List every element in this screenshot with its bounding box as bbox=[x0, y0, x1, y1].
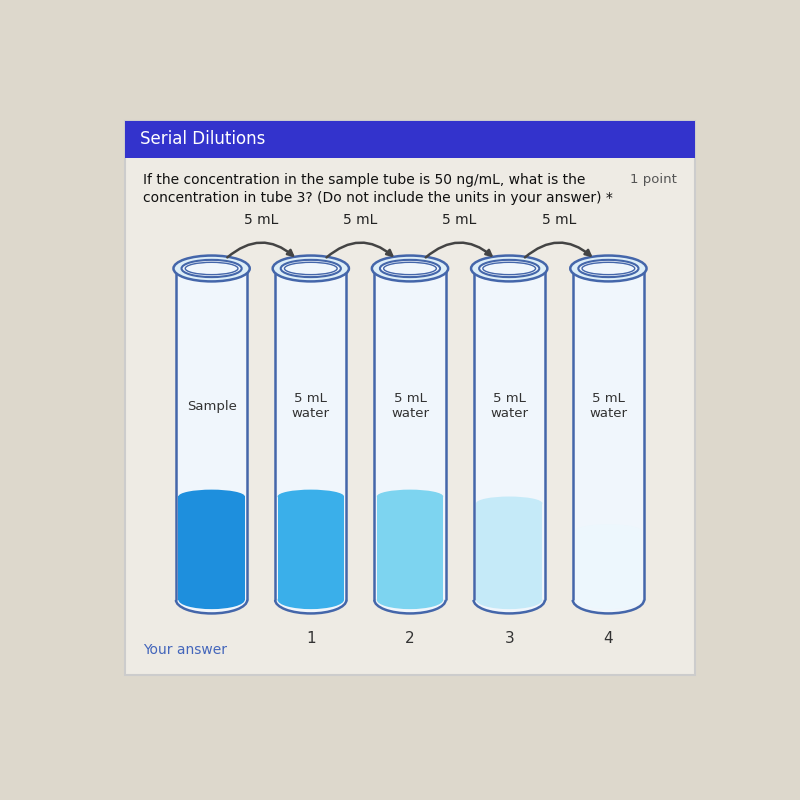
Text: 5 mL: 5 mL bbox=[343, 214, 378, 227]
Text: 5 mL
water: 5 mL water bbox=[292, 393, 330, 421]
Text: 5 mL: 5 mL bbox=[542, 214, 576, 227]
Text: 1: 1 bbox=[306, 630, 316, 646]
Ellipse shape bbox=[575, 590, 642, 609]
Text: 5 mL: 5 mL bbox=[244, 214, 278, 227]
Ellipse shape bbox=[575, 524, 642, 538]
Bar bbox=[278, 496, 344, 600]
Bar bbox=[573, 269, 644, 601]
Ellipse shape bbox=[176, 586, 247, 614]
Bar bbox=[178, 496, 245, 600]
Ellipse shape bbox=[374, 586, 446, 614]
Ellipse shape bbox=[275, 586, 346, 614]
Ellipse shape bbox=[471, 255, 547, 282]
Bar bbox=[377, 496, 443, 600]
Ellipse shape bbox=[476, 497, 542, 510]
FancyArrowPatch shape bbox=[227, 242, 293, 258]
Text: Sample: Sample bbox=[186, 400, 237, 413]
Text: 5 mL: 5 mL bbox=[442, 214, 477, 227]
Ellipse shape bbox=[476, 590, 542, 609]
Ellipse shape bbox=[380, 260, 440, 277]
Ellipse shape bbox=[178, 490, 245, 503]
FancyArrowPatch shape bbox=[326, 242, 392, 258]
Text: Your answer: Your answer bbox=[143, 643, 227, 658]
Ellipse shape bbox=[377, 490, 443, 503]
Ellipse shape bbox=[174, 255, 250, 282]
Ellipse shape bbox=[384, 262, 436, 274]
Text: 5 mL
water: 5 mL water bbox=[391, 393, 429, 421]
Ellipse shape bbox=[483, 262, 535, 274]
Ellipse shape bbox=[186, 262, 238, 274]
Bar bbox=[125, 121, 695, 158]
Text: 5 mL
water: 5 mL water bbox=[590, 393, 627, 421]
Text: 4: 4 bbox=[603, 630, 614, 646]
Ellipse shape bbox=[474, 586, 545, 614]
Text: If the concentration in the sample tube is 50 ng/mL, what is the: If the concentration in the sample tube … bbox=[143, 173, 586, 187]
Ellipse shape bbox=[278, 590, 344, 609]
Ellipse shape bbox=[377, 590, 443, 609]
Ellipse shape bbox=[372, 255, 448, 282]
Ellipse shape bbox=[281, 260, 341, 277]
Bar bbox=[575, 531, 642, 600]
Ellipse shape bbox=[273, 255, 349, 282]
Text: concentration in tube 3? (Do not include the units in your answer) *: concentration in tube 3? (Do not include… bbox=[143, 191, 614, 206]
Text: 5 mL
water: 5 mL water bbox=[490, 393, 528, 421]
Ellipse shape bbox=[582, 262, 634, 274]
Ellipse shape bbox=[182, 260, 242, 277]
Ellipse shape bbox=[573, 586, 644, 614]
Text: 2: 2 bbox=[405, 630, 415, 646]
FancyArrowPatch shape bbox=[426, 242, 491, 258]
Bar bbox=[476, 503, 542, 600]
Bar bbox=[275, 269, 346, 601]
Text: 3: 3 bbox=[504, 630, 514, 646]
Ellipse shape bbox=[570, 255, 646, 282]
Text: 1 point: 1 point bbox=[630, 173, 677, 186]
FancyArrowPatch shape bbox=[525, 242, 590, 258]
Ellipse shape bbox=[278, 490, 344, 503]
Bar bbox=[474, 269, 545, 601]
Ellipse shape bbox=[285, 262, 337, 274]
Text: Serial Dilutions: Serial Dilutions bbox=[140, 130, 266, 148]
Bar bbox=[374, 269, 446, 601]
Ellipse shape bbox=[178, 590, 245, 609]
Bar bbox=[176, 269, 247, 601]
Ellipse shape bbox=[479, 260, 539, 277]
Ellipse shape bbox=[578, 260, 638, 277]
FancyBboxPatch shape bbox=[125, 121, 695, 675]
